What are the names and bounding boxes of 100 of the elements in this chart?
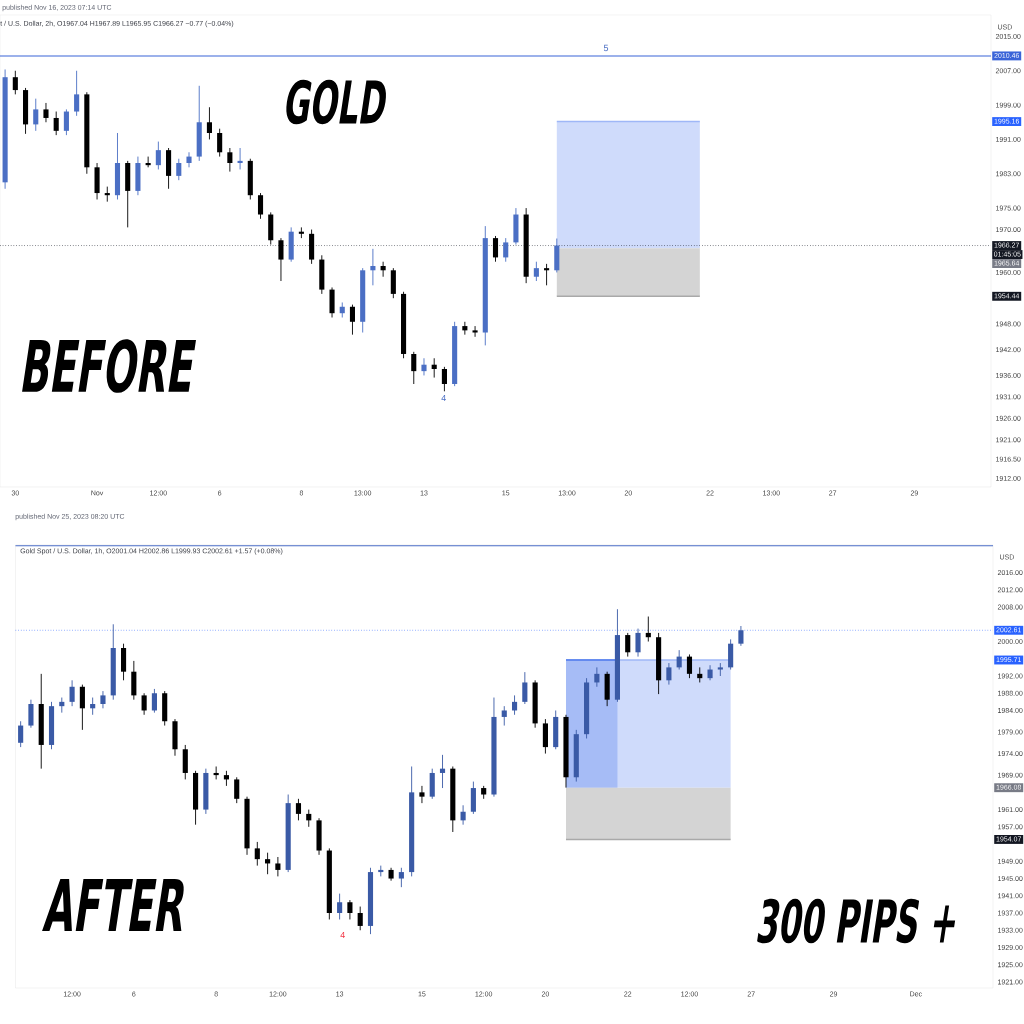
candlestick [656,632,662,695]
candlestick [511,694,518,716]
candlestick [176,158,182,181]
candlestick [625,632,631,658]
candlestick [370,248,376,286]
candlestick [347,899,353,920]
candlestick [120,643,127,681]
candlestick [400,291,407,359]
candlestick [309,229,315,265]
candlestick [614,608,621,703]
candlestick [145,156,151,168]
candlestick [482,225,488,346]
candlestick [360,267,366,333]
candlestick [141,692,147,716]
candlestick [213,766,219,780]
candlestick [254,841,260,867]
candlestick [12,70,18,95]
candlestick [492,235,499,263]
candlestick [278,237,284,282]
candlestick [63,108,69,136]
candlestick [491,697,497,798]
candlestick [155,141,161,170]
candlestick [326,847,332,920]
candlestick [217,128,223,158]
candlestick [131,660,137,701]
annotation: 300 PIPS + [757,898,956,944]
candlestick [268,211,274,245]
candlestick [38,673,44,770]
candlestick [166,147,172,190]
candlestick [728,638,734,670]
candlestick [686,654,693,679]
candlestick [182,744,188,780]
candlestick [533,261,539,282]
annotation: 4 [441,394,446,402]
annotation: 5 [603,44,609,52]
candlestick [337,893,343,920]
candlestick [441,366,447,392]
annotation: BEFORE [22,339,196,393]
candlestick [431,357,437,379]
candlestick [162,690,168,727]
candlestick [635,628,641,658]
candlestick [357,906,363,931]
candlestick [28,699,34,729]
candlestick [43,102,49,123]
candlestick [523,207,529,284]
candlestick [501,705,507,727]
candlestick [275,856,281,877]
candlestick [196,85,202,162]
candlestick [450,766,456,833]
candlestick [472,325,478,338]
candlestick [594,666,600,688]
candlestick [48,701,55,750]
candlestick [247,158,253,200]
candlestick [421,357,427,376]
candlestick [553,710,559,750]
candlestick [367,867,374,935]
candlestick [419,785,425,804]
candlestick [100,690,106,709]
candlestick [227,147,233,173]
candlestick [79,684,85,731]
candlestick [172,718,178,757]
candlestick [439,754,446,789]
candlestick [380,261,386,278]
candlestick [104,186,110,203]
candlestick [319,254,325,295]
candlestick [573,729,579,783]
candlestick [316,817,322,856]
candlestick [544,263,550,286]
candlestick [2,69,8,190]
candlestick [398,867,404,888]
candlestick [18,720,24,748]
candlestick [110,623,116,701]
candlestick [429,768,435,800]
candlestick [409,766,415,877]
candlestick [329,287,335,318]
candlestick [285,794,291,873]
candlestick [84,91,90,175]
candlestick [193,770,199,826]
candlestick [298,226,304,239]
candlestick [114,132,121,200]
candlestick [237,147,243,170]
candlestick [135,156,141,196]
candlestick [151,688,157,714]
candlestick [470,781,476,815]
candlestick [554,238,560,273]
candlestick [390,267,396,299]
candlestick [462,321,468,336]
candlestick [186,151,192,168]
candlestick [503,237,509,263]
candlestick [22,87,29,135]
candlestick [244,796,250,856]
candlestick [532,679,538,729]
text: GOLD [286,79,386,125]
annotation: 4 [340,931,345,939]
candlestick [542,718,548,755]
candlestick [563,714,569,789]
candlestick [522,671,528,705]
candlestick [738,625,744,647]
candlestick [288,226,294,263]
candlestick [257,192,264,220]
